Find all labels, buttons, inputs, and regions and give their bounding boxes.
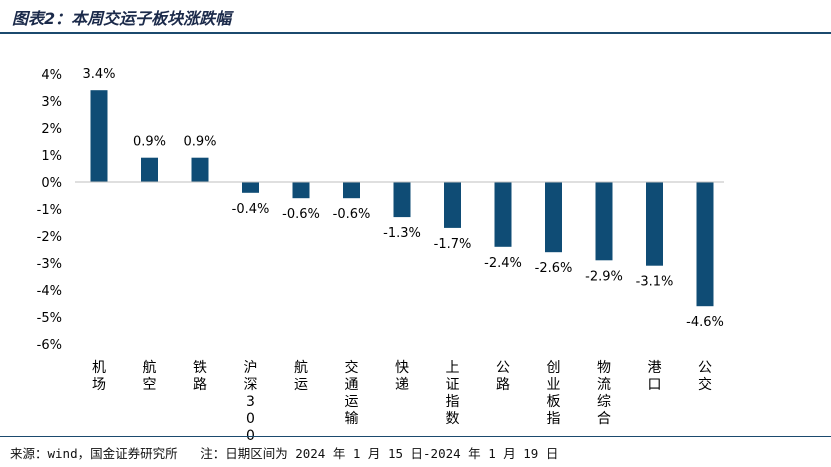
- category-label: 上证指数: [446, 360, 460, 427]
- y-tick-label: -5%: [37, 311, 62, 326]
- category-label: 机场: [92, 360, 106, 393]
- title-rule: [0, 32, 831, 34]
- data-label: -0.6%: [333, 207, 371, 222]
- y-tick-label: -1%: [37, 203, 62, 218]
- category-label: 航空: [143, 360, 157, 393]
- y-tick-label: -6%: [37, 338, 62, 353]
- footnote: 来源：wind，国金证券研究所 注：日期区间为 2024 年 1 月 15 日-…: [10, 443, 558, 462]
- bar: [494, 182, 512, 247]
- data-label: 0.9%: [183, 135, 216, 150]
- note-text: 注：日期区间为 2024 年 1 月 15 日-2024 年 1 月 19 日: [200, 446, 559, 461]
- data-label: -2.4%: [484, 256, 522, 271]
- bar: [191, 157, 209, 182]
- y-tick-label: -2%: [37, 230, 62, 245]
- category-label: 快递: [395, 360, 409, 393]
- category-label: 公交: [698, 360, 712, 393]
- category-label: 交通运输: [345, 359, 359, 427]
- bar: [545, 182, 562, 253]
- bar: [646, 182, 663, 266]
- bar: [292, 182, 310, 199]
- y-tick-label: 4%: [41, 68, 62, 83]
- data-label: -0.4%: [232, 202, 270, 217]
- category-label: 航运: [294, 360, 308, 393]
- category-label: 铁路: [193, 360, 207, 393]
- category-label: 物流综合: [597, 360, 611, 427]
- bar: [444, 182, 461, 228]
- bar: [90, 90, 108, 182]
- data-label: -2.9%: [585, 269, 623, 284]
- data-label: 3.4%: [82, 67, 115, 82]
- bar: [595, 182, 613, 261]
- bar: [141, 157, 158, 182]
- y-tick-label: 1%: [41, 149, 62, 164]
- data-label: -1.3%: [383, 226, 421, 241]
- data-label: 0.9%: [133, 135, 166, 150]
- bar: [343, 182, 360, 199]
- category-label: 公路: [496, 360, 510, 393]
- category-label: 港口: [648, 360, 662, 393]
- bar: [696, 182, 714, 307]
- category-label: 创业板指: [547, 360, 561, 427]
- data-label: -1.7%: [434, 237, 472, 252]
- bars: [90, 90, 714, 307]
- bar: [242, 182, 259, 193]
- source-text: 来源：wind，国金证券研究所: [10, 446, 178, 461]
- data-label: -2.6%: [535, 261, 573, 276]
- y-axis: 4% 3% 2% 1% 0% -1% -2% -3% -4% -5% -6%: [37, 68, 62, 353]
- category-label: 沪深 3 0 0: [244, 360, 258, 444]
- y-tick-label: 2%: [41, 122, 62, 137]
- footer-rule: [0, 436, 831, 437]
- y-tick-label: 0%: [41, 176, 62, 191]
- y-tick-label: -4%: [37, 284, 62, 299]
- data-label: -0.6%: [282, 207, 320, 222]
- y-tick-label: -3%: [37, 257, 62, 272]
- y-tick-label: 3%: [41, 95, 62, 110]
- data-label: -3.1%: [636, 275, 674, 290]
- bar: [393, 182, 411, 218]
- category-labels: 机场 航空 铁路 沪深 3 0 0 航运 交通运输 快递 上证指数 公路 创业板指 物流综合 港口 公交: [92, 359, 712, 444]
- data-label: -4.6%: [686, 315, 724, 330]
- data-labels: 3.4% 0.9% 0.9% -0.4% -0.6% -0.6% -1.3% -1.7% -2.…: [82, 67, 723, 330]
- figure-title: 图表2：本周交运子板块涨跌幅: [12, 9, 232, 28]
